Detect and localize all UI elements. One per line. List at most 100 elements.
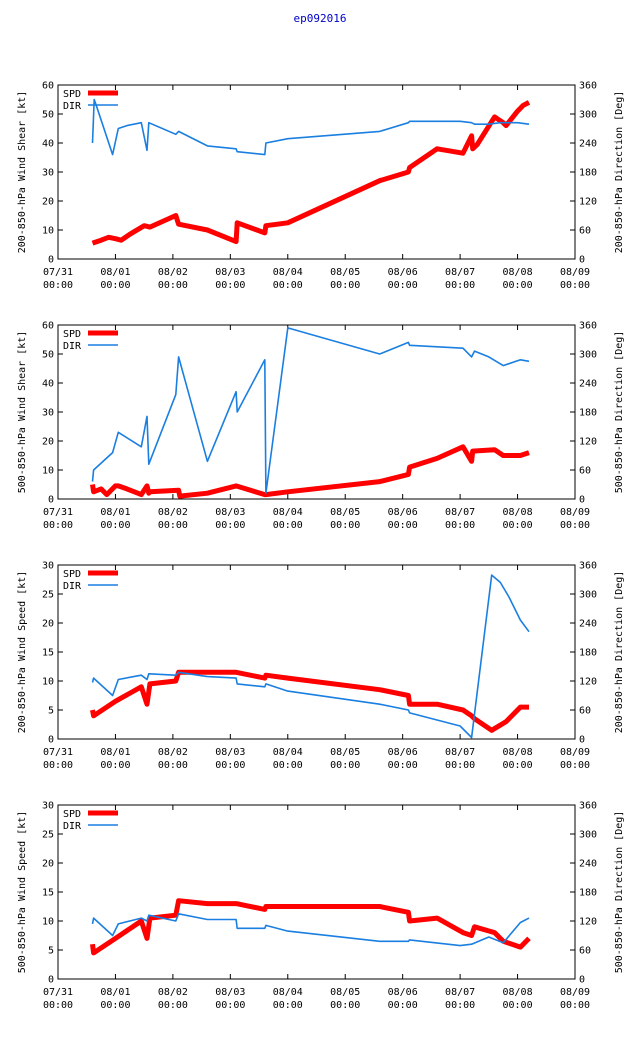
x-tick-date: 08/03 [215, 747, 245, 758]
x-tick-date: 08/05 [330, 747, 360, 758]
legend-dir-label: DIR [63, 341, 82, 352]
legend-spd-label: SPD [63, 809, 81, 820]
x-tick-date: 08/07 [445, 267, 475, 278]
y-axis-label: 500-850-hPa Wind Shear [kt] [17, 331, 28, 494]
series-dir-line [91, 327, 530, 495]
series-dir-line [91, 574, 530, 739]
x-tick-time: 00:00 [215, 520, 245, 531]
series-spd-line [90, 898, 531, 956]
y2-tick-label: 240 [579, 619, 597, 630]
x-tick-time: 00:00 [158, 280, 188, 291]
x-tick-date: 08/07 [445, 507, 475, 518]
x-tick-date: 08/03 [215, 267, 245, 278]
x-tick-time: 00:00 [158, 1000, 188, 1011]
y-tick-label: 25 [42, 830, 54, 841]
y2-tick-label: 0 [579, 735, 585, 746]
y2-tick-label: 300 [579, 110, 597, 121]
y-tick-label: 0 [48, 735, 54, 746]
x-tick-date: 08/07 [445, 987, 475, 998]
x-tick-time: 00:00 [158, 520, 188, 531]
x-tick-time: 00:00 [43, 520, 73, 531]
x-tick-time: 00:00 [388, 760, 418, 771]
x-tick-time: 00:00 [330, 760, 360, 771]
x-tick-time: 00:00 [560, 280, 590, 291]
x-tick-date: 08/08 [503, 987, 533, 998]
x-tick-date: 08/02 [158, 747, 188, 758]
x-tick-date: 08/01 [100, 267, 130, 278]
y2-axis-label: 500-850-hPa Direction [Deg] [614, 331, 625, 494]
y2-tick-label: 300 [579, 590, 597, 601]
x-tick-time: 00:00 [215, 280, 245, 291]
y-tick-label: 40 [42, 139, 54, 150]
y2-axis-label: 500-850-hPa Direction [Deg] [614, 811, 625, 974]
x-tick-time: 00:00 [388, 280, 418, 291]
x-tick-date: 08/01 [100, 747, 130, 758]
x-tick-time: 00:00 [100, 760, 130, 771]
x-tick-time: 00:00 [445, 1000, 475, 1011]
chart-panel-2: 0 10 20 30 40 50 60 0 60 120 180 240 300 360 07/31 00:0… [17, 321, 625, 532]
x-tick-time: 00:00 [560, 1000, 590, 1011]
y-tick-label: 30 [42, 408, 54, 419]
y-tick-label: 0 [48, 255, 54, 266]
x-tick-time: 00:00 [100, 520, 130, 531]
y-tick-label: 20 [42, 619, 54, 630]
x-tick-date: 07/31 [43, 507, 73, 518]
y2-tick-label: 0 [579, 495, 585, 506]
x-tick-date: 08/06 [388, 267, 418, 278]
y2-tick-label: 240 [579, 139, 597, 150]
x-tick-time: 00:00 [43, 760, 73, 771]
x-tick-date: 08/08 [503, 267, 533, 278]
y-tick-label: 5 [48, 946, 54, 957]
x-tick-time: 00:00 [330, 1000, 360, 1011]
x-tick-date: 08/05 [330, 507, 360, 518]
y2-tick-label: 60 [579, 226, 591, 237]
y2-tick-label: 240 [579, 379, 597, 390]
y-tick-label: 10 [42, 917, 54, 928]
y-tick-label: 10 [42, 466, 54, 477]
x-tick-date: 08/06 [388, 987, 418, 998]
x-tick-date: 08/04 [273, 507, 303, 518]
x-tick-date: 08/03 [215, 987, 245, 998]
x-tick-time: 00:00 [43, 280, 73, 291]
x-tick-date: 08/01 [100, 987, 130, 998]
y-tick-label: 20 [42, 859, 54, 870]
x-tick-date: 08/04 [273, 747, 303, 758]
x-tick-time: 00:00 [273, 520, 303, 531]
x-tick-date: 08/08 [503, 747, 533, 758]
x-tick-date: 08/08 [503, 507, 533, 518]
x-tick-time: 00:00 [273, 760, 303, 771]
x-tick-date: 08/04 [273, 267, 303, 278]
plot-frame [57, 804, 576, 980]
y-tick-label: 50 [42, 350, 54, 361]
x-tick-time: 00:00 [330, 520, 360, 531]
x-tick-date: 08/09 [560, 267, 590, 278]
y2-tick-label: 120 [579, 437, 597, 448]
y2-tick-label: 240 [579, 859, 597, 870]
y2-tick-label: 360 [579, 561, 597, 572]
x-tick-date: 07/31 [43, 987, 73, 998]
x-tick-time: 00:00 [100, 280, 130, 291]
x-tick-time: 00:00 [43, 1000, 73, 1011]
x-tick-time: 00:00 [273, 280, 303, 291]
x-tick-date: 08/01 [100, 507, 130, 518]
y2-tick-label: 120 [579, 197, 597, 208]
x-tick-date: 08/02 [158, 267, 188, 278]
y-tick-label: 5 [48, 706, 54, 717]
y-axis-label: 200-850-hPa Wind Speed [kt] [17, 571, 28, 734]
x-tick-time: 00:00 [158, 760, 188, 771]
y-axis-label: 500-850-hPa Wind Speed [kt] [17, 811, 28, 974]
y2-tick-label: 300 [579, 350, 597, 361]
y-tick-label: 10 [42, 677, 54, 688]
x-tick-date: 08/02 [158, 507, 188, 518]
y2-axis-label: 200-850-hPa Direction [Deg] [614, 571, 625, 734]
y2-tick-label: 60 [579, 466, 591, 477]
y2-tick-label: 60 [579, 706, 591, 717]
page-title: ep092016 [293, 12, 347, 25]
x-tick-time: 00:00 [388, 1000, 418, 1011]
y2-tick-label: 0 [579, 255, 585, 266]
x-tick-date: 08/02 [158, 987, 188, 998]
series-spd-line [90, 444, 530, 499]
x-tick-date: 07/31 [43, 267, 73, 278]
x-tick-date: 08/09 [560, 987, 590, 998]
x-tick-date: 08/04 [273, 987, 303, 998]
